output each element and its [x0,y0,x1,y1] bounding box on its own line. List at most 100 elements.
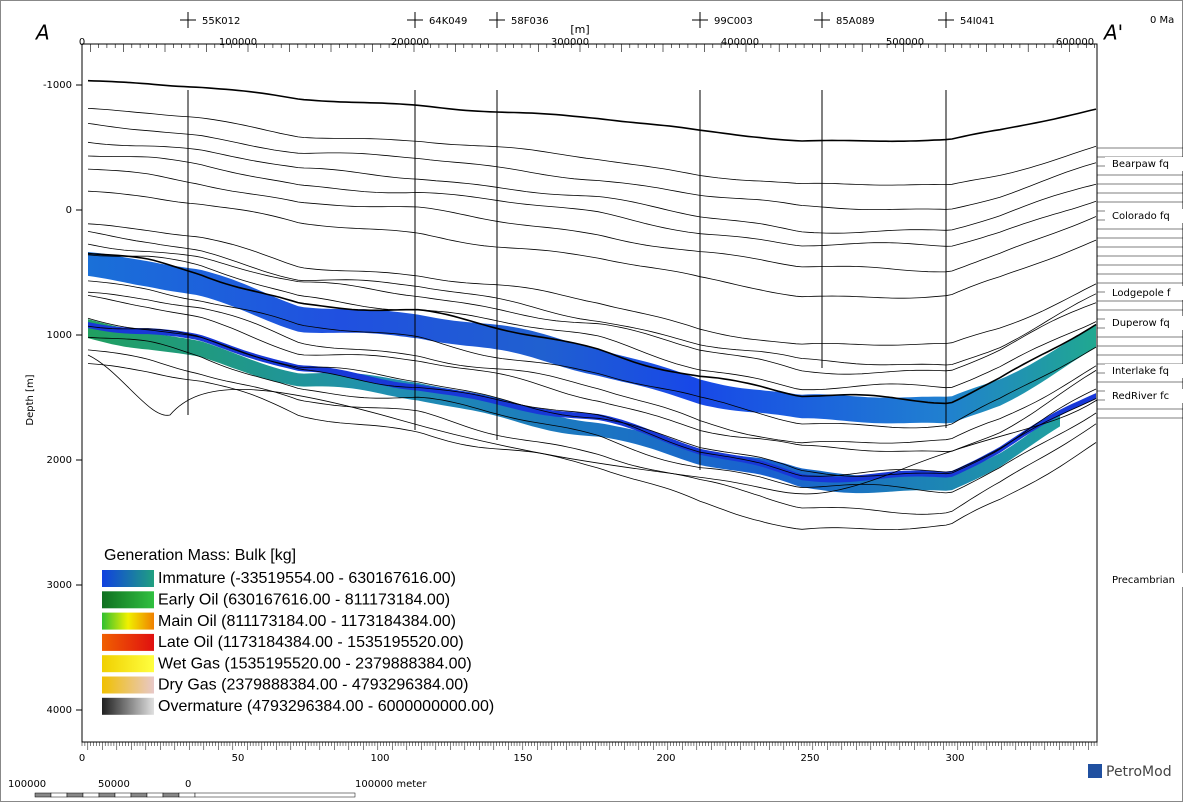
formation-label: Bearpaw fq [1112,159,1169,170]
top-tick-label: 300000 [551,37,589,48]
well-marker [938,12,954,28]
horizon [87,254,1097,391]
legend-swatch [102,612,154,630]
legend-swatch [102,633,154,651]
time: 0 Ma [1150,15,1174,26]
formation-label: Precambrian [1112,575,1175,586]
legend-item: Late Oil (1173184384.00 - 1535195520.00) [158,634,464,651]
well-marker [692,12,708,28]
horizon [87,252,1097,405]
depth-label: Depth [m] [25,374,36,425]
well-marker [489,12,505,28]
legend-title: Generation Mass: Bulk [kg] [104,547,296,564]
well-label: 64K049 [429,16,467,27]
horizon [87,190,1097,299]
legend-item: Wet Gas (1535195520.00 - 2379888384.00) [158,655,472,672]
scale-label: 100000 meter [355,779,427,790]
top-tick-label: 400000 [721,37,759,48]
scale-seg [98,792,116,798]
formation-label: Lodgepole f [1112,288,1171,299]
top-tick-label: 200000 [391,37,429,48]
horizon [87,79,1097,143]
label-bg [1105,286,1183,300]
basement [87,354,1098,495]
top-tick-label: 100000 [219,37,257,48]
label-bg [1105,316,1183,330]
horizon [87,295,1097,453]
legend-swatch [102,591,154,609]
scale-seg [146,792,164,798]
scale-seg [50,792,68,798]
label-bg [1105,364,1183,378]
legend-item: Overmature (4793296384.00 - 6000000000.0… [158,698,494,715]
depth-tick-label: 1000 [47,330,72,341]
horizon [87,363,1097,530]
legend-swatch [102,676,154,694]
top-tick-label: 500000 [886,37,924,48]
scale-seg [34,792,52,798]
legend-swatch [102,655,154,673]
scale-seg [66,792,84,798]
label-bg [1105,209,1183,223]
label-bg [1105,157,1183,171]
well-label: 85A089 [836,16,875,27]
bottom-tick-label: 100 [370,753,389,764]
horizon [87,223,1097,346]
well-label: 55K012 [202,16,240,27]
source-rock-band [88,322,1096,483]
legend-item: Dry Gas (2379888384.00 - 4793296384.00) [158,677,468,694]
section-start: A [34,21,50,45]
legend-item: Immature (-33519554.00 - 630167616.00) [158,570,456,587]
source-rock-band [88,252,1096,424]
scale-label: 100000 [8,779,46,790]
horizon [87,349,1097,515]
scale-seg [114,792,132,798]
scale-seg [194,792,356,798]
horizon [87,336,1097,494]
legend-item: Early Oil (630167616.00 - 811173184.00) [158,592,450,609]
legend: Generation Mass: Bulk [kg] Immature (-335… [102,547,494,715]
unit: [m] [570,23,589,36]
depth-tick-label: 3000 [47,580,72,591]
section [87,79,1183,530]
well-label: 58F036 [511,16,549,27]
well-marker [180,12,196,28]
horizon [87,123,1097,210]
scale-seg [130,792,148,798]
depth-tick-label: 2000 [47,455,72,466]
legend-swatch [102,570,154,587]
depth-tick-label: -1000 [43,80,72,91]
horizon [87,280,1097,429]
bottom-tick-label: 200 [656,753,675,764]
brand: PetroMod [1106,764,1172,780]
well-marker [814,12,830,28]
bottom-tick-label: 300 [945,753,964,764]
legend-swatch [102,697,154,715]
source-rock-band [88,319,1060,494]
horizon [87,168,1097,273]
brand-icon [1088,764,1102,778]
formation-label: Duperow fq [1112,318,1170,329]
scale-label: 0 [185,779,191,790]
scale-seg [162,792,180,798]
horizon [87,291,1097,444]
bottom-tick-label: 50 [232,753,245,764]
section-end: A' [1102,21,1123,45]
well-marker [407,12,423,28]
label-bg [1105,573,1183,587]
top-tick-label: 0 [79,37,85,48]
horizon [87,231,1097,366]
bottom-tick-label: 250 [800,753,819,764]
label-bg [1105,389,1183,403]
top-tick-label: 600000 [1056,37,1094,48]
horizon [87,108,1097,186]
horizon [87,155,1097,247]
scale-seg [178,792,196,798]
depth-tick-label: 4000 [47,705,72,716]
horizon [87,243,1097,375]
horizon [87,141,1097,234]
formation-label: Interlake fq [1112,366,1169,377]
well-label: 99C003 [714,16,753,27]
well-label: 54I041 [960,16,995,27]
depth-tick-label: 0 [66,205,72,216]
